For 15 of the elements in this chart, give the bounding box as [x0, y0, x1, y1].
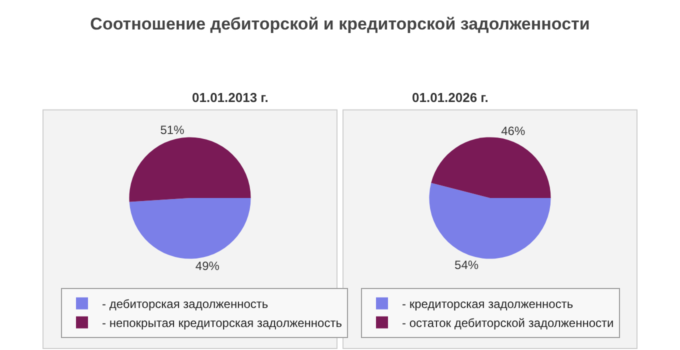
- chart-subtitle: 01.01.2013 г.: [192, 90, 268, 105]
- data-label: 49%: [195, 258, 220, 273]
- pie-slice: [429, 182, 551, 259]
- legend-label: - остаток дебиторской задолженности: [402, 316, 614, 330]
- pie-slice: [431, 137, 551, 198]
- legend-label: - дебиторская задолженность: [102, 297, 268, 312]
- data-label: 46%: [501, 124, 526, 138]
- chart-title: Соотношение дебиторской и кредиторской задолженности: [90, 14, 590, 34]
- pie-slice: [129, 137, 251, 202]
- legend-label: - непокрытая кредиторская задолженность: [102, 316, 342, 330]
- pie-slice: [129, 198, 251, 259]
- legend-label: - кредиторская задолженность: [402, 297, 574, 312]
- data-label: 54%: [454, 258, 479, 272]
- chart-subtitle: 01.01.2026 г.: [412, 90, 488, 105]
- data-label: 51%: [160, 123, 185, 138]
